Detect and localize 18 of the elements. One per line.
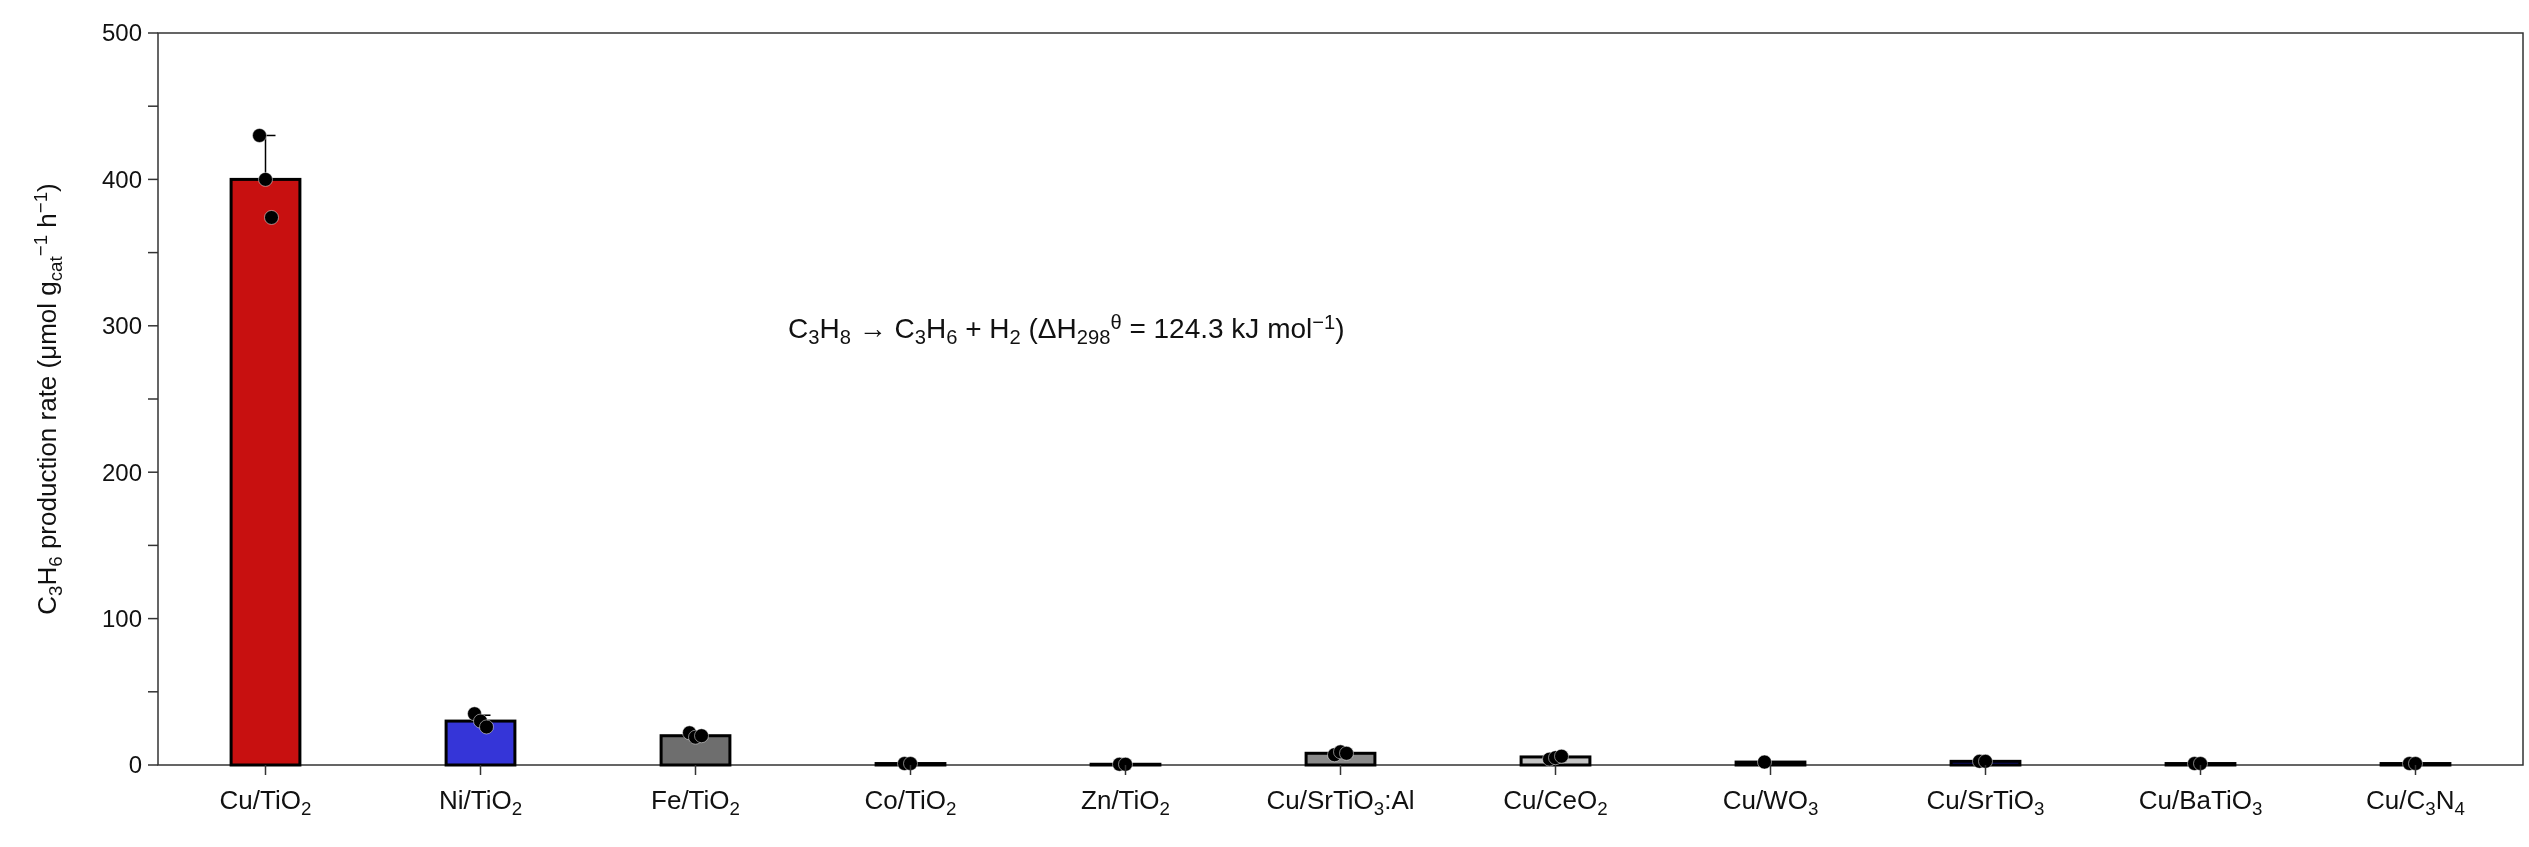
x-tick-label: Cu/BaTiO$_{3}$ (2138, 785, 2263, 819)
x-tick-label: Cu/C$_{3}$N$_{4}$ (2366, 785, 2465, 819)
x-tick-label: Cu/TiO$_{2}$ (219, 785, 312, 819)
y-tick-label: 0 (128, 751, 142, 779)
y-tick-label: 100 (101, 605, 142, 632)
y-tick-label: 400 (101, 165, 142, 193)
x-tick-label: Cu/WO$_{3}$ (1722, 785, 1819, 819)
x-tick-label: Cu/SrTiO$_{3}$:Al (1266, 785, 1415, 819)
x-tick-label: Ni/TiO$_{2}$ (438, 785, 523, 819)
x-tick-label: Cu/CeO$_{2}$ (1503, 785, 1608, 819)
x-tick-label: Cu/SrTiO$_{3}$ (1926, 785, 2045, 819)
y-tick-label: 200 (101, 458, 142, 486)
x-tick-label: Fe/TiO$_{2}$ (651, 785, 740, 819)
y-tick-label: 500 (101, 19, 142, 47)
y-tick-label: 300 (101, 312, 142, 340)
x-tick-label: Co/TiO$_{2}$ (864, 785, 957, 819)
text: C$_{3}$H$_{8}$ → C$_{3}$H$_{6}$ + H$_{2}$ (ΔH$_{298}$$^{θ}$ = 124.3 kJ mol$^{−1}$) (788, 311, 1345, 348)
x-tick-label: Zn/TiO$_{2}$ (1081, 785, 1170, 819)
